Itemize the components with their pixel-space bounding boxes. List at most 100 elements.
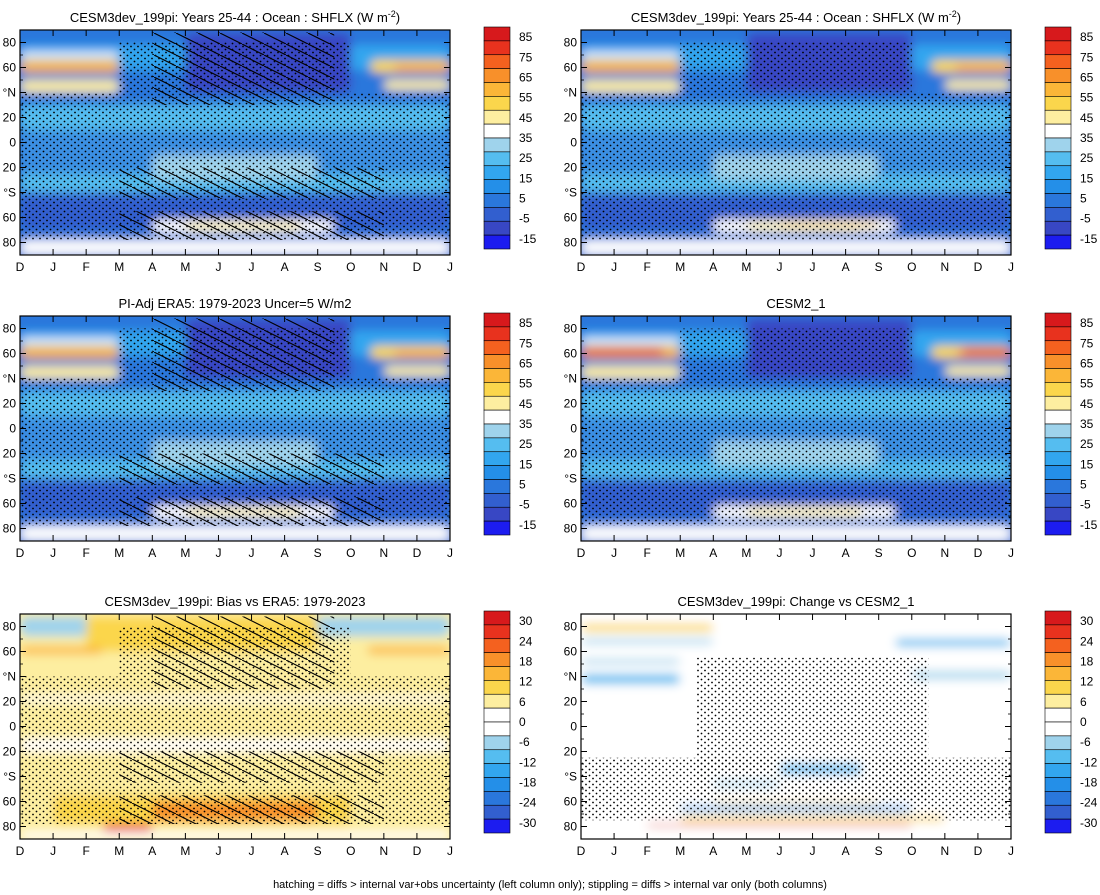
colorbar-tick-label: 65 — [519, 70, 533, 84]
x-tick-label: D — [577, 260, 586, 274]
colorbar-swatch — [483, 506, 511, 522]
colorbar-swatch — [483, 220, 511, 236]
colorbar-swatch — [483, 137, 511, 153]
x-tick-label: O — [907, 260, 916, 274]
x-tick-label: J — [776, 844, 782, 858]
x-tick-label: S — [314, 546, 322, 560]
y-tick-label: °S — [564, 770, 577, 784]
colorbar-swatch — [483, 493, 511, 508]
x-tick-label: A — [281, 844, 289, 858]
colorbar-tick-label: 45 — [519, 111, 533, 125]
colorbar-swatch — [1044, 395, 1072, 411]
y-tick-label: °S — [564, 472, 577, 486]
colorbar-swatch — [483, 207, 511, 222]
x-tick-label: O — [907, 546, 916, 560]
x-tick-label: J — [611, 260, 617, 274]
colorbar-swatch — [1044, 423, 1072, 439]
colorbar-swatch — [483, 707, 511, 723]
x-tick-label: N — [941, 844, 950, 858]
colorbar-tick-label: 30 — [1080, 614, 1094, 628]
hatch-region — [119, 167, 384, 199]
x-tick-label: S — [314, 260, 322, 274]
field-region — [20, 366, 120, 379]
colorbar-swatch — [483, 409, 511, 425]
x-tick-label: J — [810, 844, 816, 858]
colorbar-swatch — [483, 234, 511, 250]
colorbar-swatch — [1044, 234, 1072, 250]
colorbar-tick-label: 25 — [1080, 437, 1094, 451]
x-tick-label: F — [643, 260, 650, 274]
x-tick-label: S — [875, 546, 883, 560]
colorbar-swatch — [1044, 165, 1072, 180]
y-tick-label: 60 — [564, 497, 578, 511]
field-region — [581, 80, 681, 93]
colorbar-swatch — [483, 735, 511, 751]
colorbar-swatch — [483, 165, 511, 180]
panel-field — [581, 614, 1011, 839]
colorbar-swatch — [483, 340, 511, 355]
colorbar-swatch — [1044, 207, 1072, 222]
hatch-region — [119, 453, 384, 485]
x-tick-label: J — [249, 260, 255, 274]
colorbar-swatch — [483, 68, 511, 83]
colorbar-tick-label: -30 — [1080, 816, 1098, 830]
field-region — [20, 526, 450, 541]
colorbar-tick-label: 75 — [519, 336, 533, 350]
x-tick-label: J — [447, 546, 453, 560]
colorbar-tick-label: -5 — [519, 498, 530, 512]
field-region — [20, 52, 120, 58]
x-tick-label: J — [50, 844, 56, 858]
colorbar-tick-label: 30 — [519, 614, 533, 628]
panel-field — [20, 30, 450, 255]
x-tick-label: M — [114, 546, 124, 560]
field-region — [383, 366, 450, 376]
x-tick-label: J — [1008, 546, 1014, 560]
colorbar-tick-label: -5 — [519, 212, 530, 226]
panel-field — [581, 316, 1011, 541]
colorbar-swatch — [1044, 382, 1072, 397]
colorbar-tick-label: 25 — [519, 437, 533, 451]
colorbar-tick-label: -30 — [519, 816, 537, 830]
y-tick-label: 80 — [3, 236, 17, 250]
colorbar-tick-label: 18 — [519, 654, 533, 668]
colorbar-swatch — [1044, 312, 1072, 328]
colorbar-swatch — [483, 26, 511, 42]
colorbar-swatch — [1044, 123, 1072, 139]
y-tick-label: 0 — [570, 136, 577, 150]
colorbar-tick-label: 18 — [1080, 654, 1094, 668]
x-tick-label: D — [577, 844, 586, 858]
x-tick-label: A — [709, 546, 717, 560]
y-tick-label: °N — [3, 86, 16, 100]
colorbar-swatch — [1044, 763, 1072, 778]
colorbar-tick-label: 35 — [1080, 417, 1094, 431]
colorbar-tick-label: -5 — [1080, 498, 1091, 512]
colorbar-swatch — [483, 763, 511, 778]
x-tick-label: J — [810, 546, 816, 560]
y-tick-label: 20 — [564, 397, 578, 411]
panel-title: CESM3dev_199pi: Years 25-44 : Ocean : SH… — [631, 9, 961, 25]
y-tick-label: 60 — [3, 645, 17, 659]
x-tick-label: J — [215, 546, 221, 560]
panel-title: CESM3dev_199pi: Bias vs ERA5: 1979-2023 — [105, 594, 366, 609]
stipple-region — [581, 757, 1011, 821]
colorbar-tick-label: -24 — [519, 796, 537, 810]
field-region — [581, 348, 664, 356]
colorbar-tick-label: 65 — [519, 356, 533, 370]
colorbar-swatch — [1044, 506, 1072, 522]
x-tick-label: S — [314, 844, 322, 858]
colorbar-swatch — [1044, 735, 1072, 751]
x-tick-label: F — [82, 260, 89, 274]
colorbar-swatch — [1044, 624, 1072, 640]
x-tick-label: J — [50, 260, 56, 274]
field-region — [961, 348, 1011, 356]
colorbar-tick-label: 25 — [519, 151, 533, 165]
colorbar-3: 85 75 65 55 45 35 25 15 5 -5 -15 — [1044, 312, 1098, 536]
field-region — [20, 65, 120, 70]
colorbar-tick-label: 55 — [519, 91, 533, 105]
colorbar-swatch — [1044, 749, 1072, 764]
colorbar-tick-label: 55 — [1080, 91, 1094, 105]
x-tick-label: J — [249, 844, 255, 858]
hatch-region — [152, 616, 335, 689]
field-region — [911, 671, 1011, 679]
x-tick-label: M — [180, 260, 190, 274]
